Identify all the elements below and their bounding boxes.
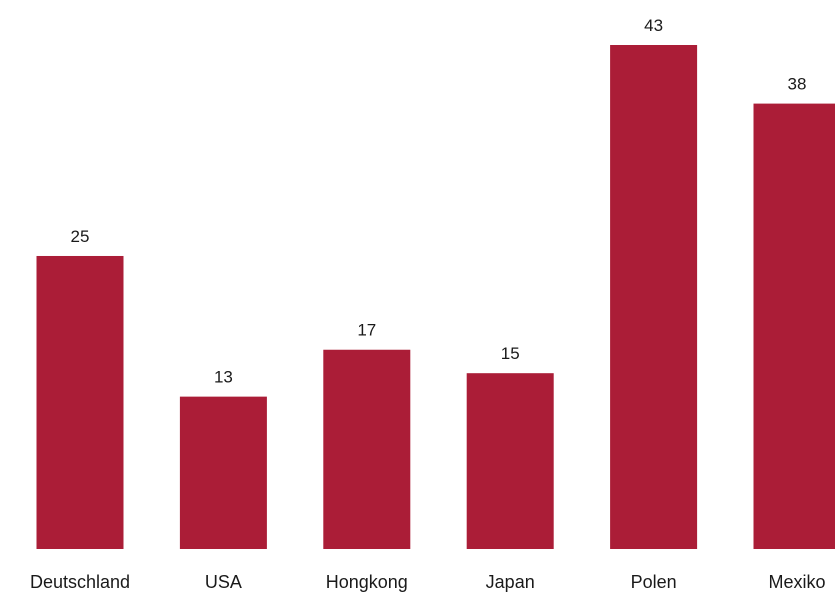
- value-label-mexiko: 38: [788, 75, 807, 94]
- value-label-usa: 13: [214, 368, 233, 387]
- bar-japan: [466, 373, 554, 549]
- category-label-hongkong: Hongkong: [326, 572, 408, 592]
- bars-group: [36, 45, 835, 550]
- bar-mexiko: [753, 103, 835, 549]
- category-labels-group: Deutschland USA Hongkong Japan Polen Mexiko: [30, 572, 826, 592]
- value-label-polen: 43: [644, 16, 663, 35]
- value-labels-group: 25 13 17 15 43 38: [71, 16, 807, 387]
- category-label-usa: USA: [205, 572, 242, 592]
- value-label-deutschland: 25: [71, 227, 90, 246]
- category-label-polen: Polen: [631, 572, 677, 592]
- category-label-deutschland: Deutschland: [30, 572, 130, 592]
- category-label-mexiko: Mexiko: [768, 572, 825, 592]
- bar-hongkong: [323, 349, 411, 549]
- bar-deutschland: [36, 255, 124, 550]
- value-label-hongkong: 17: [357, 321, 376, 340]
- bar-usa: [179, 396, 267, 549]
- bar-polen: [610, 45, 698, 549]
- category-label-japan: Japan: [486, 572, 535, 592]
- value-label-japan: 15: [501, 344, 520, 363]
